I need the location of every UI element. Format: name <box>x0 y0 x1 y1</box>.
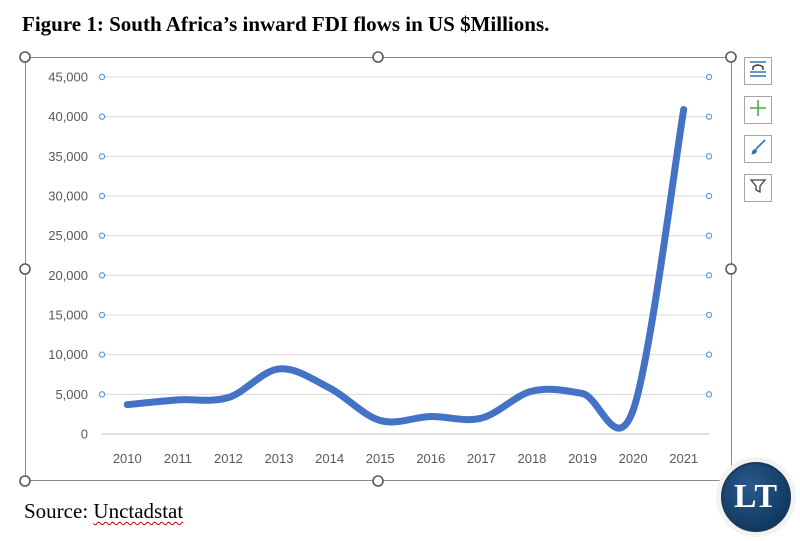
y-tick-label: 25,000 <box>48 228 88 243</box>
gridline-handle <box>705 192 713 200</box>
x-tick-label: 2012 <box>214 451 243 466</box>
series-line <box>123 106 688 432</box>
gridline-handle <box>705 232 713 239</box>
gridline-handle <box>705 351 713 358</box>
resize-handle[interactable] <box>19 263 31 275</box>
gridline-handle <box>705 311 713 319</box>
source-name: Unctadstat <box>93 499 184 523</box>
source-prefix: Source: <box>24 499 94 523</box>
y-tick-label: 45,000 <box>48 70 88 85</box>
resize-handle[interactable] <box>19 475 31 487</box>
plus-icon <box>749 99 767 122</box>
x-tick-label: 2019 <box>568 451 597 466</box>
publisher-logo: LT <box>716 457 796 537</box>
source-note: Source: Unctadstat <box>24 499 183 524</box>
chart-elements-button[interactable] <box>744 57 772 85</box>
gridline-handle <box>98 153 106 160</box>
gridline-handle <box>705 153 713 160</box>
gridline-handle <box>98 232 106 239</box>
logo-badge: LT <box>721 462 791 532</box>
gridline-handle <box>705 391 713 398</box>
x-tick-label: 2017 <box>467 451 496 466</box>
resize-handle[interactable] <box>725 263 737 275</box>
gridline-handle <box>98 272 106 279</box>
gridline-handle <box>98 311 106 319</box>
x-tick-label: 2015 <box>366 451 395 466</box>
x-tick-label: 2020 <box>619 451 648 466</box>
figure-title: Figure 1: South Africa’s inward FDI flow… <box>22 12 550 36</box>
resize-handle[interactable] <box>372 51 384 63</box>
gridline-handle <box>98 73 106 81</box>
x-tick-label: 2013 <box>265 451 294 466</box>
y-tick-label: 30,000 <box>48 189 88 204</box>
y-tick-label: 10,000 <box>48 347 88 362</box>
y-tick-label: 35,000 <box>48 149 88 164</box>
x-tick-label: 2010 <box>113 451 142 466</box>
x-tick-label: 2018 <box>517 451 546 466</box>
gridline-handle <box>98 391 106 398</box>
chart-filters-button[interactable] <box>744 174 772 202</box>
y-tick-label: 40,000 <box>48 109 88 124</box>
x-tick-label: 2016 <box>416 451 445 466</box>
x-tick-label: 2011 <box>164 451 192 466</box>
gridline-handle <box>705 113 713 120</box>
logo-text: LT <box>733 478 779 515</box>
y-tick-label: 20,000 <box>48 268 88 283</box>
filter-icon <box>749 177 767 200</box>
gridline-handle <box>98 351 106 358</box>
resize-handle[interactable] <box>19 51 31 63</box>
chart-styles-button[interactable] <box>744 135 772 163</box>
y-tick-label: 5,000 <box>55 387 88 402</box>
brush-icon <box>749 138 767 161</box>
gridline-handle <box>705 272 713 279</box>
resize-handle[interactable] <box>372 475 384 487</box>
gridline-handle <box>705 73 713 81</box>
x-tick-label: 2021 <box>669 451 698 466</box>
gridline-handle <box>98 113 106 120</box>
gridline-handle <box>98 192 106 200</box>
y-tick-label: 15,000 <box>48 308 88 323</box>
add-chart-element-button[interactable] <box>744 96 772 124</box>
chart-elements-icon <box>748 60 768 83</box>
y-tick-label: 0 <box>81 427 88 442</box>
x-tick-label: 2014 <box>315 451 344 466</box>
resize-handle[interactable] <box>725 51 737 63</box>
